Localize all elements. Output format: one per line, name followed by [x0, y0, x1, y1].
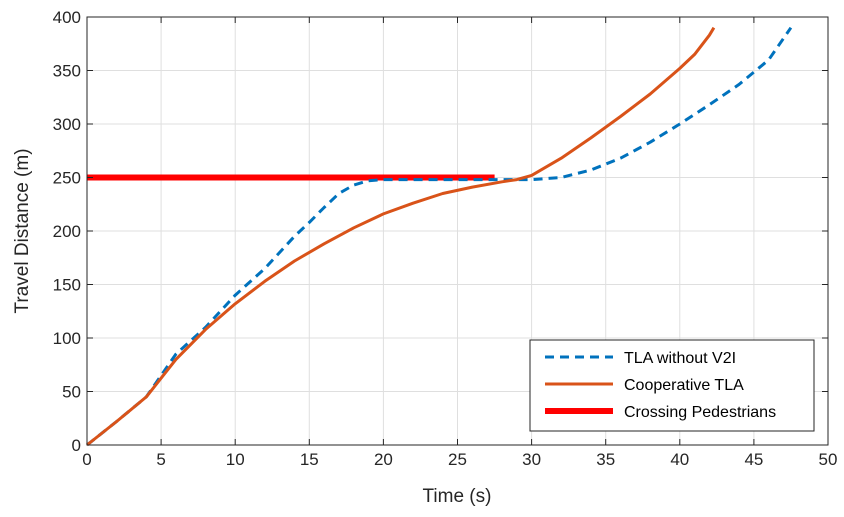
tick-labels: 0 5 10 15 20 25 30 35 40 45 50 0 50 100 150 200 250 300 35… [53, 8, 838, 469]
x-tick-label-10: 50 [819, 450, 838, 469]
series-tla-without-v2i [86, 26, 793, 447]
x-tick-label-5: 25 [448, 450, 467, 469]
y-tick-label-3: 150 [53, 276, 81, 295]
legend-label-cooperative-tla: Cooperative TLA [624, 377, 744, 394]
x-tick-label-1: 5 [156, 450, 165, 469]
x-tick-label-7: 35 [596, 450, 615, 469]
y-tick-label-4: 200 [53, 222, 81, 241]
x-tick-label-6: 30 [522, 450, 541, 469]
y-tick-label-8: 400 [53, 8, 81, 27]
y-tick-label-5: 250 [53, 169, 81, 188]
y-tick-label-7: 350 [53, 62, 81, 81]
ticks [86, 16, 829, 446]
legend-label-crossing-pedestrians: Crossing Pedestrians [624, 404, 776, 421]
series-layer [86, 26, 793, 447]
y-axis-title: Travel Distance (m) [12, 148, 33, 313]
x-axis-title: Time (s) [423, 486, 492, 507]
x-tick-label-0: 0 [82, 450, 91, 469]
x-tick-label-2: 10 [226, 450, 245, 469]
x-tick-label-8: 40 [670, 450, 689, 469]
y-tick-label-2: 100 [53, 329, 81, 348]
y-tick-label-1: 50 [62, 383, 81, 402]
y-tick-label-6: 300 [53, 115, 81, 134]
legend: TLA without V2I Cooperative TLA Crossing… [529, 339, 815, 432]
y-tick-label-0: 0 [72, 436, 81, 455]
x-tick-label-9: 45 [744, 450, 763, 469]
series-cooperative-tla [86, 26, 716, 447]
legend-label-tla-without-v2i: TLA without V2I [624, 350, 736, 367]
x-tick-label-3: 15 [300, 450, 319, 469]
x-tick-label-4: 20 [374, 450, 393, 469]
